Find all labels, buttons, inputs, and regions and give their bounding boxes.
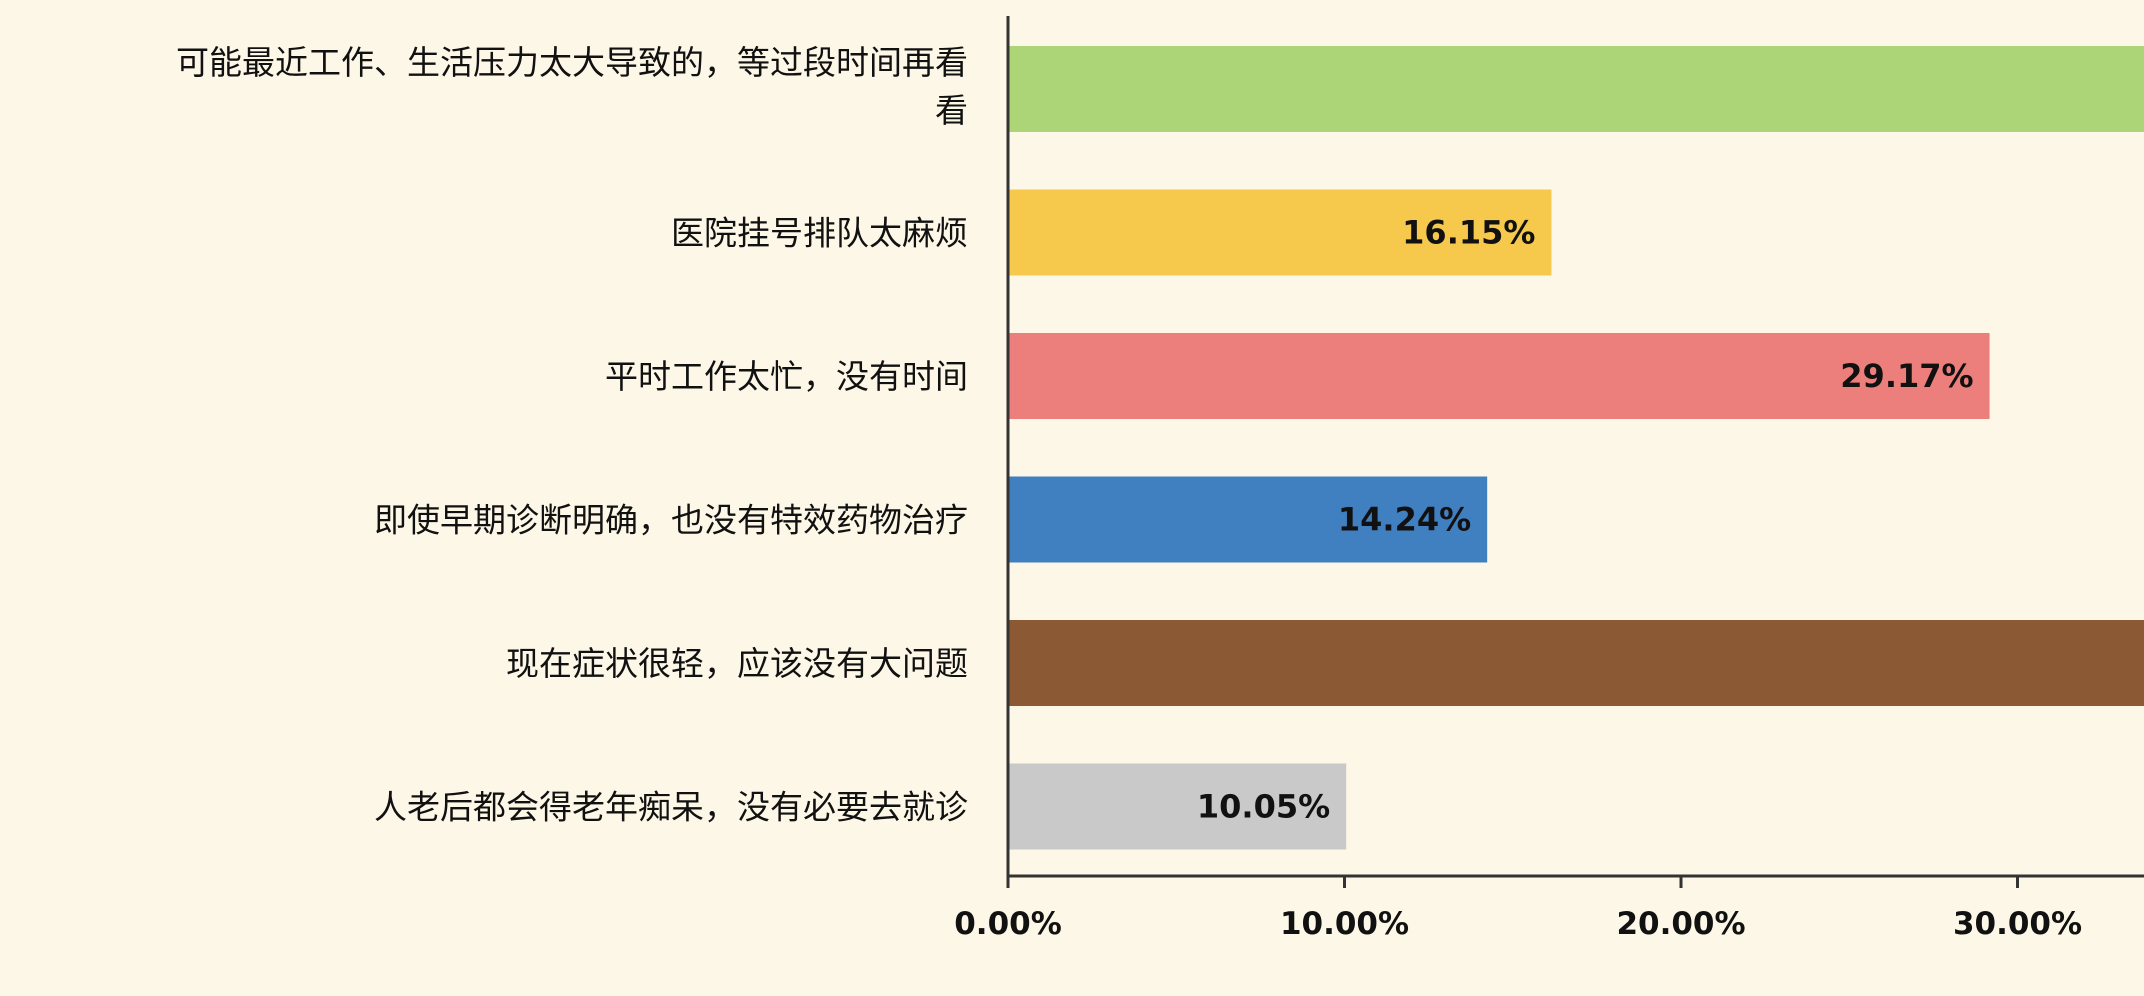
data-label-3: 29.17% [1840,357,1973,395]
bar-6 [1008,763,1347,850]
x-tick-label-3: 30.00% [1953,906,2082,942]
bar-1 [1008,46,2144,132]
x-axis: 0.00%10.00%20.00%30.00%40.00%50.00%60.00… [954,16,2144,942]
category-label-6: 人老后都会得老年痴呆，没有必要去就诊 [374,788,968,827]
bar-2 [1008,189,1552,276]
category-label-4: 即使早期诊断明确，也没有特效药物治疗 [374,501,968,540]
bar-4 [1008,476,1488,563]
category-label-2: 医院挂号排队太麻烦 [671,214,968,253]
bar-3 [1008,333,1990,419]
data-label-6: 10.05% [1197,788,1330,826]
x-tick-label-2: 20.00% [1616,906,1745,942]
category-labels: 可能最近工作、生活压力太大导致的，等过段时间再看看医院挂号排队太麻烦平时工作太忙… [176,43,968,827]
data-label-2: 16.15% [1402,214,1535,252]
data-label-4: 14.24% [1338,501,1471,539]
category-label-1-line-2: 看 [935,91,968,130]
bar-5 [1008,620,2144,706]
data-labels: 56.54%16.15%29.17%14.24%40.79%10.05% [1197,214,1974,826]
category-label-5: 现在症状很轻，应该没有大问题 [506,644,968,683]
category-label-3: 平时工作太忙，没有时间 [605,357,968,396]
x-tick-label-1: 10.00% [1280,906,1409,942]
category-label-1-line-1: 可能最近工作、生活压力太大导致的，等过段时间再看 [176,43,968,82]
bars-layer [1008,46,2144,850]
x-tick-label-0: 0.00% [954,906,1062,942]
